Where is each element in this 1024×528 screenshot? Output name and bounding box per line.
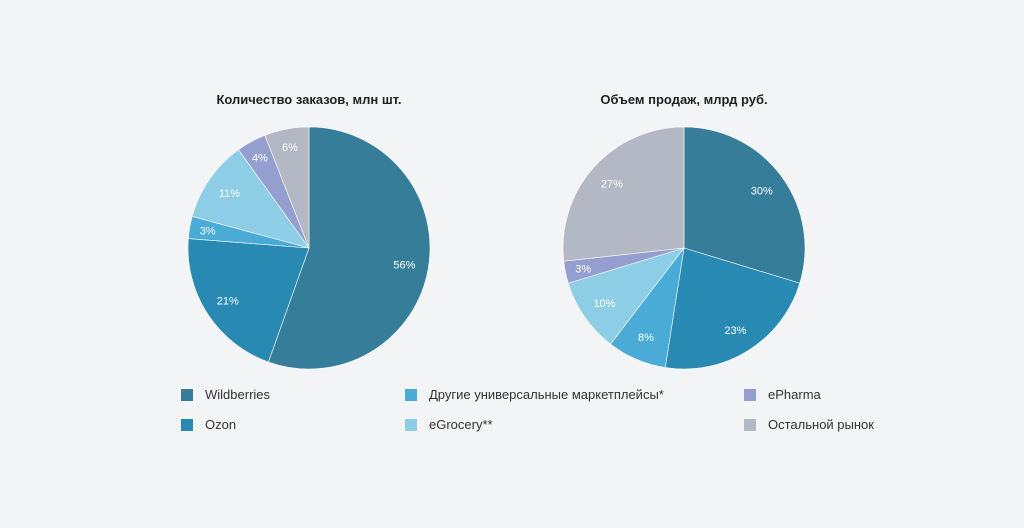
pie-slice-0-1 — [187, 238, 310, 363]
legend-swatch — [181, 418, 193, 431]
pie-slice-0-3 — [191, 149, 310, 249]
data-label: 56% — [393, 259, 415, 271]
data-label: 30% — [751, 185, 773, 197]
legend-label: Другие универсальные маркетплейсы* — [429, 387, 664, 402]
legend-label: eGrocery** — [429, 417, 493, 432]
pie-slice-1-5 — [562, 126, 685, 262]
legend-label: Wildberries — [205, 387, 271, 402]
data-label: 10% — [593, 298, 615, 310]
data-label: 11% — [219, 188, 240, 200]
chart-title-orders: Количество заказов, млн шт. — [216, 92, 402, 107]
pie-slice-1-0 — [683, 126, 806, 284]
data-label: 21% — [217, 296, 239, 308]
data-label: 8% — [638, 332, 654, 344]
legend-swatch — [405, 418, 417, 431]
legend-item-egrocery: eGrocery** — [405, 417, 493, 432]
legend-label: Остальной рынок — [768, 417, 874, 432]
legend-item-ozon: Ozon — [181, 417, 236, 432]
pie-slice-0-5 — [264, 126, 310, 249]
data-label: 6% — [282, 142, 298, 154]
legend-item-other-marketplaces: Другие универсальные маркетплейсы* — [405, 387, 664, 402]
pie-slice-1-3 — [567, 247, 685, 345]
data-label: 3% — [200, 225, 216, 237]
chart-title-sales: Объем продаж, млрд руб. — [600, 92, 768, 107]
legend-item-wildberries: Wildberries — [181, 387, 270, 402]
pie-slice-0-0 — [268, 126, 431, 370]
legend-label: ePharma — [768, 387, 821, 402]
legend-swatch — [744, 418, 756, 431]
legend-label: Ozon — [205, 417, 237, 432]
legend-swatch — [744, 388, 756, 401]
legend-item-rest: Остальной рынок — [744, 417, 874, 432]
data-label: 23% — [724, 325, 746, 337]
data-label: 4% — [252, 153, 268, 165]
data-label: 3% — [575, 264, 591, 276]
pie-slice-1-1 — [664, 247, 801, 370]
legend-swatch — [405, 388, 417, 401]
data-label: 27% — [601, 178, 623, 190]
legend-item-epharma: ePharma — [744, 387, 821, 402]
legend-swatch — [181, 388, 193, 401]
